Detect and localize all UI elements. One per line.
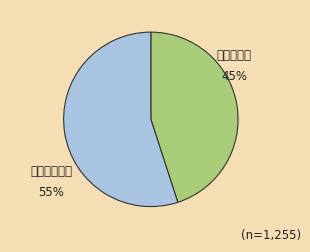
Text: (n=1,255): (n=1,255)	[241, 229, 301, 242]
Wedge shape	[151, 32, 238, 202]
Wedge shape	[64, 32, 178, 207]
Text: 55%: 55%	[38, 186, 64, 199]
Text: 知っていた: 知っていた	[216, 49, 251, 62]
Text: 知らなかった: 知らなかった	[30, 165, 72, 178]
Text: 45%: 45%	[221, 70, 247, 83]
